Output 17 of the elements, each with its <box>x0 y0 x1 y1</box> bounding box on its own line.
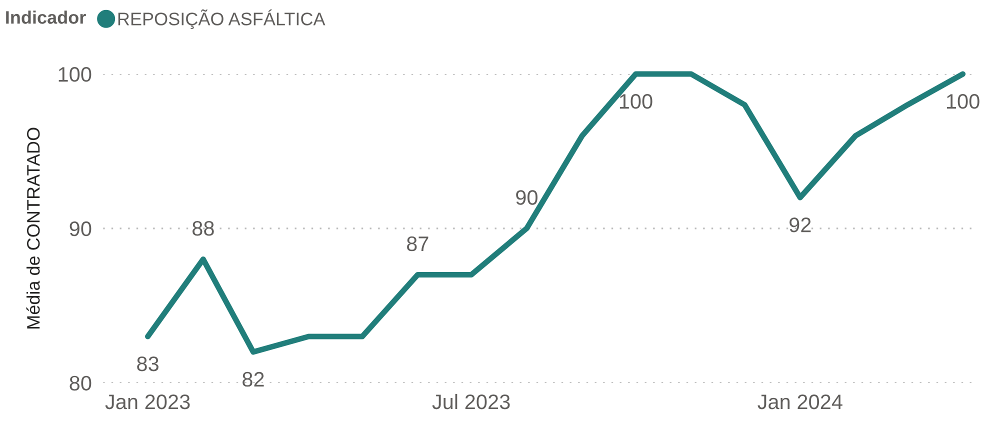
data-label: 100 <box>947 94 980 109</box>
data-label: 83 <box>137 356 158 372</box>
x-tick-label: Jan 2024 <box>758 394 842 410</box>
x-tick-label: Jan 2023 <box>105 394 190 410</box>
y-tick-label: 100 <box>58 67 92 82</box>
data-label: 87 <box>406 236 428 252</box>
legend-label: REPOSIÇÃO ASFÁLTICA <box>118 9 326 30</box>
data-label: 92 <box>790 218 811 232</box>
y-tick-label: 90 <box>70 221 92 236</box>
x-tick-label: Jul 2023 <box>432 394 510 410</box>
y-axis-title: Média de CONTRATADO <box>26 128 40 328</box>
y-tick-label: 80 <box>70 376 92 391</box>
data-label: 100 <box>620 94 652 109</box>
data-label: 90 <box>516 190 538 205</box>
data-label: 82 <box>242 372 264 387</box>
legend-title: Indicador <box>6 10 86 24</box>
data-label: 88 <box>192 220 214 236</box>
